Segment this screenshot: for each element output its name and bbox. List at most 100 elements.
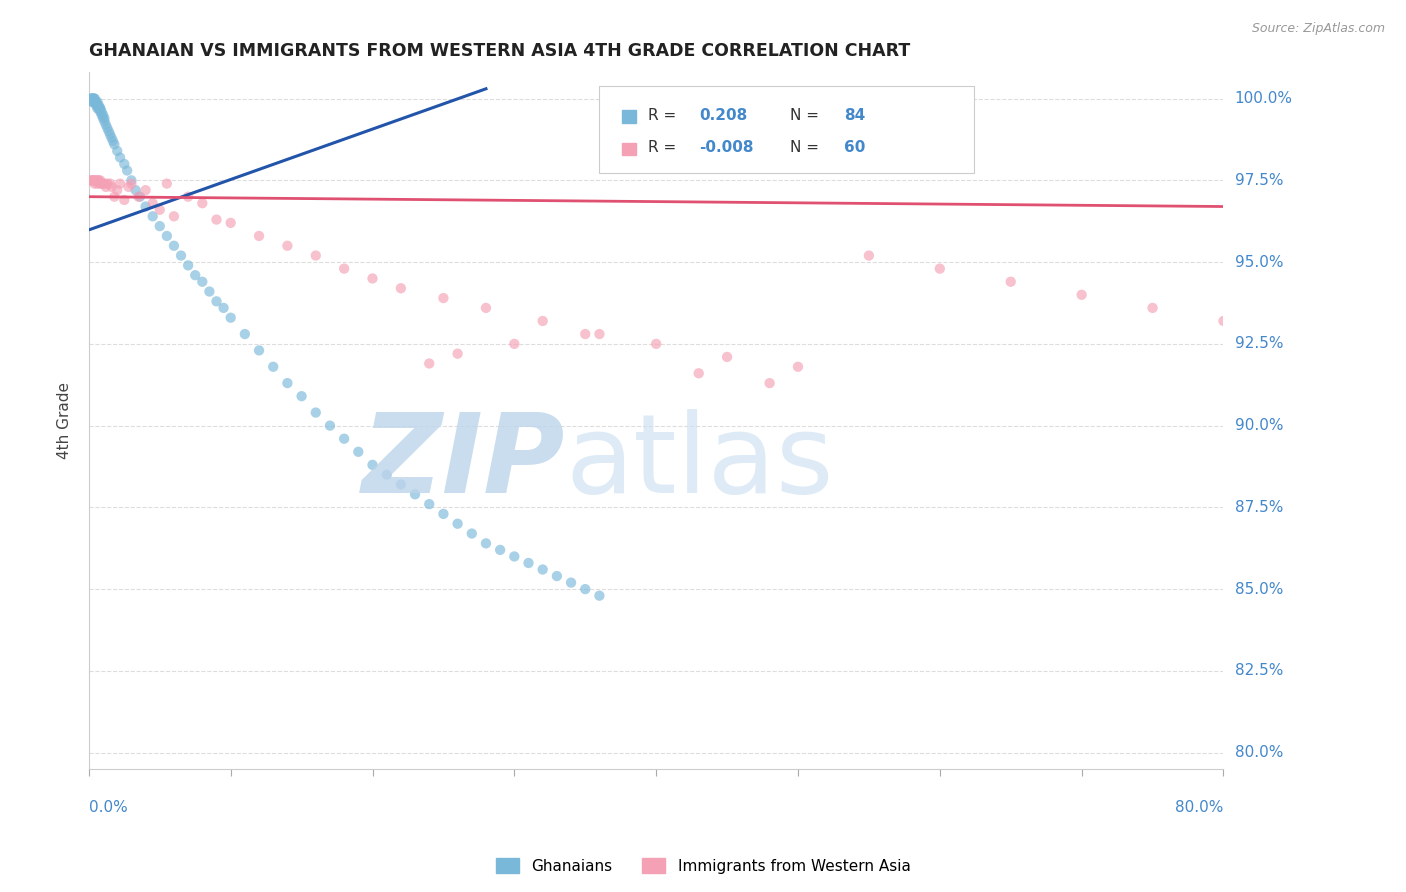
Point (86, 173, 108, 187)
Point (461, 526, 484, 541)
Point (446, 516, 468, 531)
Point (291, 389, 314, 403)
Point (103, 137, 125, 152)
Point (305, 249, 328, 263)
Text: 100.0%: 100.0% (1234, 91, 1292, 106)
Point (333, 432, 356, 446)
Point (124, 183, 146, 197)
Point (83, 92, 105, 106)
Point (91, 177, 114, 191)
Point (83, 95, 105, 109)
Point (560, 575, 582, 590)
Point (117, 180, 139, 194)
Point (79, 173, 101, 187)
Point (1212, 314, 1234, 328)
Point (79, 92, 101, 106)
Point (90, 177, 112, 191)
Point (129, 190, 152, 204)
Point (96, 177, 118, 191)
Point (80, 95, 103, 109)
Point (93, 114, 115, 128)
Point (97, 124, 120, 138)
Text: atlas: atlas (565, 409, 834, 516)
Point (90, 104, 112, 119)
Point (89, 173, 111, 187)
Point (84, 98, 107, 112)
Point (418, 356, 440, 370)
Point (1070, 288, 1092, 302)
Point (546, 569, 568, 583)
Point (87, 173, 110, 187)
Point (105, 183, 128, 197)
Point (177, 259, 200, 273)
Point (361, 271, 384, 285)
Text: N =: N = (790, 140, 824, 155)
Point (191, 275, 214, 289)
Point (503, 549, 526, 564)
Point (84, 95, 107, 109)
Text: 85.0%: 85.0% (1234, 582, 1282, 597)
Point (142, 210, 165, 224)
Point (432, 291, 454, 305)
Text: ZIP: ZIP (361, 409, 565, 516)
Point (574, 326, 596, 341)
Point (82, 92, 104, 106)
Text: R =: R = (648, 108, 681, 122)
Text: Source: ZipAtlas.com: Source: ZipAtlas.com (1251, 22, 1385, 36)
Point (84, 173, 107, 187)
Text: R =: R = (648, 140, 681, 155)
Point (86, 95, 108, 109)
Point (100, 180, 122, 194)
Point (115, 163, 138, 178)
Text: 90.0%: 90.0% (1234, 418, 1284, 434)
Point (574, 582, 596, 596)
Point (94, 118, 117, 132)
Point (716, 350, 738, 364)
Point (858, 249, 880, 263)
FancyBboxPatch shape (599, 87, 974, 173)
Point (135, 183, 157, 197)
Point (83, 95, 105, 109)
Point (86, 102, 108, 116)
Point (247, 229, 270, 244)
Text: 97.5%: 97.5% (1234, 173, 1284, 188)
Point (98, 128, 121, 142)
Text: 0.0%: 0.0% (89, 799, 128, 814)
Point (361, 458, 384, 472)
Point (83, 177, 105, 191)
Point (91, 108, 114, 122)
Point (177, 190, 200, 204)
Point (389, 477, 412, 491)
Point (503, 336, 526, 351)
Bar (621, 110, 637, 122)
Text: 92.5%: 92.5% (1234, 336, 1284, 351)
Point (112, 157, 135, 171)
Point (262, 359, 284, 374)
Point (120, 173, 142, 187)
Point (163, 210, 186, 224)
Point (475, 301, 498, 315)
Point (688, 366, 710, 380)
Point (517, 556, 540, 570)
Point (83, 92, 105, 106)
Point (276, 239, 298, 253)
Point (80, 173, 103, 187)
Point (80, 92, 103, 106)
Point (82, 95, 104, 109)
Point (108, 177, 131, 191)
Point (87, 102, 110, 116)
Text: 84: 84 (844, 108, 865, 122)
Point (149, 202, 172, 217)
Point (87, 102, 110, 116)
Text: 95.0%: 95.0% (1234, 254, 1284, 269)
Text: 60: 60 (844, 140, 866, 155)
Point (94, 180, 117, 194)
Point (103, 190, 125, 204)
Point (531, 562, 554, 576)
Point (531, 314, 554, 328)
Legend: Ghanaians, Immigrants from Western Asia: Ghanaians, Immigrants from Western Asia (489, 852, 917, 880)
Point (389, 281, 412, 295)
Point (149, 219, 172, 234)
Point (90, 108, 112, 122)
Point (100, 131, 122, 145)
